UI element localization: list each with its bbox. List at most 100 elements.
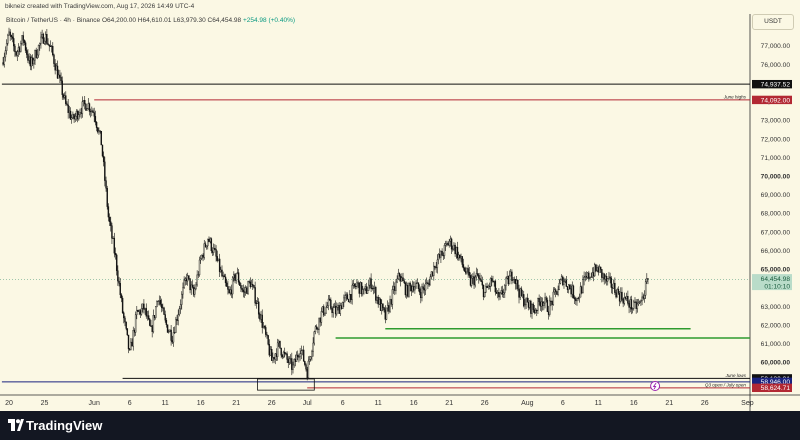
y-tick-label: 71,000.00: [761, 155, 791, 162]
candle: [13, 32, 15, 52]
candle: [172, 327, 175, 347]
candle-body: [429, 276, 431, 286]
candle: [576, 297, 578, 306]
candle-body: [117, 270, 119, 282]
candle-body: [28, 56, 30, 61]
candle-body: [592, 272, 595, 277]
candle-body: [487, 285, 489, 288]
candle-body: [346, 294, 349, 300]
candle-body: [560, 276, 563, 280]
candle: [59, 69, 61, 84]
candle-body: [519, 288, 521, 298]
candle-body: [350, 293, 352, 300]
candle: [391, 285, 394, 310]
candle-body: [568, 284, 570, 290]
candle-body: [185, 278, 188, 282]
candle: [511, 269, 513, 285]
candle: [332, 303, 334, 318]
candle: [627, 290, 629, 306]
candle-body: [507, 276, 510, 285]
candle-body: [218, 258, 221, 272]
candle-body: [326, 305, 329, 308]
candle-body: [362, 289, 364, 295]
candle-body: [434, 265, 436, 268]
candle-body: [479, 278, 481, 280]
candle-body: [298, 356, 300, 358]
candle-body: [281, 354, 284, 358]
candle: [182, 282, 184, 299]
candle-body: [467, 268, 469, 273]
candle: [502, 288, 505, 299]
candle-body: [431, 271, 434, 276]
candle-body: [110, 221, 112, 226]
candle-body: [437, 254, 440, 261]
candle-body: [305, 364, 307, 370]
candle-body: [332, 307, 334, 314]
candle: [86, 108, 88, 111]
candle: [247, 280, 249, 296]
candle: [494, 279, 497, 296]
candle: [523, 290, 525, 308]
candle-body: [181, 293, 183, 305]
candle-body: [583, 277, 585, 280]
candle-body: [440, 250, 442, 258]
candle-body: [349, 293, 351, 303]
candle-body: [276, 342, 279, 357]
candle: [563, 277, 565, 289]
candle: [85, 103, 87, 111]
x-tick-label: 11: [595, 400, 602, 407]
candle: [450, 237, 453, 254]
x-tick-label: Sep: [741, 400, 754, 407]
candle: [485, 283, 487, 294]
candle-body: [317, 328, 319, 330]
candle-body: [456, 247, 459, 259]
candle: [291, 352, 293, 376]
candle: [315, 324, 318, 330]
candle: [40, 31, 42, 49]
candle: [179, 299, 182, 314]
candle-body: [220, 269, 222, 272]
candle: [398, 272, 401, 282]
candle-body: [144, 308, 146, 310]
candle: [213, 243, 215, 256]
candle: [11, 32, 14, 43]
price-chart[interactable]: 77,000.0076,000.0075,000.0074,000.0073,0…: [0, 0, 800, 411]
candle-body: [565, 279, 568, 287]
candle-body: [222, 275, 224, 277]
candle-body: [389, 299, 391, 312]
candle-body: [457, 254, 460, 259]
tradingview-brand: TradingView: [26, 418, 103, 433]
candle: [124, 315, 126, 327]
candle-body: [461, 256, 463, 265]
candle: [633, 299, 635, 311]
candle: [621, 287, 623, 302]
candle-body: [293, 359, 295, 366]
candle-body: [553, 289, 556, 293]
candle: [448, 239, 450, 248]
candle-body: [168, 331, 170, 333]
candle: [366, 286, 369, 294]
candle-body: [315, 326, 318, 329]
candle: [304, 360, 306, 367]
candle-body: [498, 292, 500, 298]
candle-body: [423, 288, 426, 291]
candle-body: [107, 206, 110, 218]
candle-body: [391, 289, 394, 305]
currency-selector[interactable]: USDT: [752, 14, 794, 30]
candle: [107, 203, 110, 222]
candle: [88, 102, 91, 116]
candle-body: [106, 188, 108, 207]
candle-body: [239, 282, 241, 286]
top-bar: bikneiz created with TradingView.com, Au…: [0, 0, 800, 14]
candle-body: [162, 307, 164, 309]
candle-body: [147, 315, 150, 320]
candle-body: [617, 289, 620, 294]
candle: [422, 282, 424, 294]
candle-body: [647, 278, 649, 280]
candle-body: [221, 269, 223, 277]
candle-body: [88, 103, 91, 112]
candle-body: [54, 63, 56, 71]
symbol-legend: Bitcoin / TetherUS · 4h · Binance O64,20…: [6, 17, 295, 24]
candle-body: [531, 303, 533, 314]
candle-body: [581, 286, 583, 294]
